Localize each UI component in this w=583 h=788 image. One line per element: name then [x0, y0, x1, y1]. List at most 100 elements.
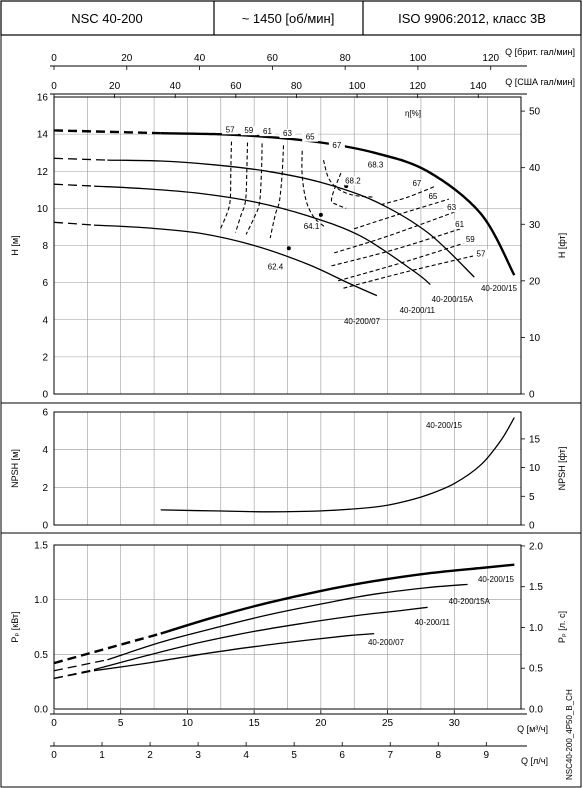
efficiency-label-bg: [259, 127, 276, 137]
y-axis-label: NPSH [м]: [10, 449, 20, 488]
axis-tick-label: 0: [51, 718, 57, 729]
efficiency-label-bg: [472, 249, 489, 259]
efficiency-isoline: [334, 209, 460, 254]
efficiency-label: 63: [283, 129, 292, 138]
efficiency-label: 59: [244, 126, 253, 135]
y-tick-label: 0.0: [34, 705, 48, 716]
axis-tick-label: 10: [182, 718, 194, 729]
efficiency-label: 63: [447, 203, 456, 212]
efficiency-isoline: [219, 141, 233, 231]
y-tick-label: 10: [37, 204, 49, 215]
y2-tick-label: 15: [529, 434, 541, 445]
y2-axis-label: NPSH [фт]: [557, 447, 567, 491]
grid-layer: [50, 65, 527, 747]
y-tick-label: 0: [42, 521, 48, 532]
y2-tick-label: 10: [529, 333, 541, 344]
axis-tick-label: 60: [267, 53, 279, 64]
efficiency-label: 65: [428, 192, 437, 201]
series-label: 40-200/15A: [432, 295, 474, 304]
top-axis-imp-label: Q [брит. гал/мин]: [505, 47, 575, 57]
efficiency-label-bg: [303, 221, 320, 231]
efficiency-label-bg: [443, 203, 460, 213]
axis-tick-label: 8: [435, 750, 441, 761]
efficiency-title: η[%]: [405, 109, 421, 118]
axis-tick-label: 120: [482, 53, 499, 64]
efficiency-isoline: [380, 185, 436, 206]
top-axis-us-label: Q [США гал/мин]: [505, 77, 575, 87]
axis-tick-label: 120: [409, 81, 426, 92]
axis-tick-label: 100: [349, 81, 366, 92]
y-tick-label: 4: [42, 445, 48, 456]
efficiency-label-bg: [344, 176, 361, 186]
series-curve: [107, 583, 468, 661]
y-axis-label: H [м]: [10, 235, 20, 255]
efficiency-label: 65: [306, 133, 315, 142]
axis-tick-label: 30: [449, 718, 461, 729]
efficiency-isoline: [343, 254, 479, 289]
side-code: NSC40-200_4P50_B_CH: [565, 689, 574, 780]
axis-tick-label: 3: [195, 750, 201, 761]
axis-tick-label: 20: [109, 81, 121, 92]
y2-tick-label: 10: [529, 463, 541, 474]
y-tick-label: 4: [42, 315, 48, 326]
y-tick-label: 1.5: [34, 541, 48, 552]
efficiency-label: 68.2: [345, 176, 361, 185]
series-curve: [93, 606, 428, 671]
y2-axis-label: H [фт]: [557, 233, 567, 258]
series-label: 40-200/11: [400, 306, 436, 315]
efficiency-label: 64.1: [304, 222, 320, 231]
header: NSC 40-200 ~ 1450 [об/мин] ISO 9906:2012…: [0, 0, 582, 36]
series-curve: [93, 185, 431, 286]
axis-tick-label: 20: [121, 53, 133, 64]
axis-tick-label: 0: [51, 53, 57, 64]
y-tick-label: 6: [42, 278, 48, 289]
marks-layer: [53, 129, 516, 680]
axis-tick-label: 80: [291, 81, 303, 92]
efficiency-label: 67: [332, 141, 341, 150]
y2-tick-label: 30: [529, 220, 541, 231]
y-tick-label: 12: [37, 167, 49, 178]
series-label: 40-200/07: [368, 638, 405, 647]
efficiency-isoline: [301, 150, 326, 228]
efficiency-label-bg: [462, 234, 479, 244]
series-curve: [93, 224, 378, 297]
y-tick-label: 1.0: [34, 595, 48, 606]
axis-tick-label: 140: [470, 81, 487, 92]
efficiency-label-bg: [240, 126, 257, 136]
series-curve-extrapolated: [53, 670, 95, 680]
best-efficiency-point: [286, 246, 291, 251]
plot-frame: [53, 411, 522, 526]
series-label: 40-200/15: [478, 575, 515, 584]
y-tick-label: 0: [42, 390, 48, 401]
efficiency-label-bg: [451, 219, 468, 229]
axis-tick-label: 0: [51, 81, 57, 92]
axis-tick-label: 1: [99, 750, 105, 761]
efficiency-label-bg: [267, 262, 284, 272]
axis-tick-label: 60: [230, 81, 242, 92]
efficiency-isoline: [338, 239, 475, 282]
series-label: 40-200/15: [481, 284, 518, 293]
efficiency-label-bg: [408, 179, 425, 189]
axis-tick-label: 80: [340, 53, 352, 64]
speed-title: ~ 1450 [об/мин]: [242, 11, 335, 26]
axis-tick-label: 6: [339, 750, 345, 761]
series-curve-extrapolated: [53, 183, 95, 187]
efficiency-isoline: [331, 226, 467, 267]
y-tick-label: 8: [42, 241, 48, 252]
y2-tick-label: 0.5: [529, 664, 543, 675]
efficiency-isoline: [330, 172, 347, 209]
axis-tick-label: 100: [410, 53, 427, 64]
y2-axis-label: Pₚ [л. с]: [557, 611, 567, 643]
axis-tick-label: 4: [243, 750, 249, 761]
best-efficiency-point: [318, 212, 323, 217]
series-curve-extrapolated: [53, 129, 161, 135]
efficiency-label-bg: [222, 125, 239, 135]
series-curve-extrapolated: [53, 632, 162, 665]
axis-tick-label: 40: [194, 53, 206, 64]
series-curve-extrapolated: [53, 157, 108, 161]
efficiency-label: 61: [263, 127, 272, 136]
efficiency-isoline: [354, 198, 450, 230]
axis-tick-label: 0: [51, 750, 57, 761]
